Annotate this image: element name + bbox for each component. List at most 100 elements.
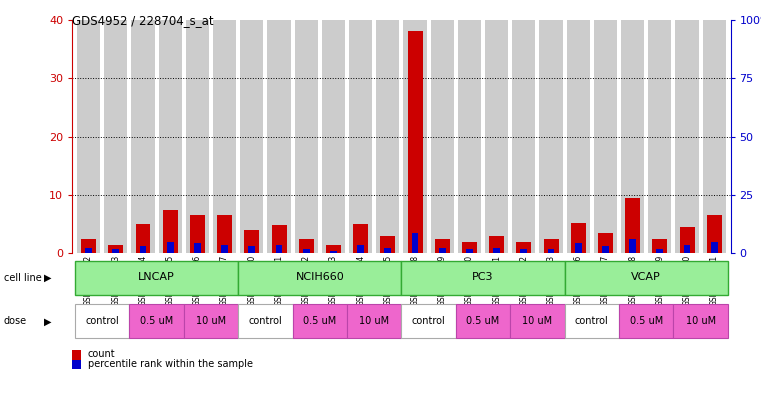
Bar <box>353 224 368 253</box>
Bar <box>517 242 531 253</box>
Bar <box>657 249 663 253</box>
Text: 0.5 uM: 0.5 uM <box>140 316 174 325</box>
Bar <box>676 20 699 253</box>
Bar <box>602 246 609 253</box>
Text: 10 uM: 10 uM <box>522 316 552 325</box>
Text: PC3: PC3 <box>473 272 494 282</box>
Bar <box>408 31 422 253</box>
Bar <box>81 239 96 253</box>
Text: LNCAP: LNCAP <box>139 272 175 282</box>
Bar <box>272 226 286 253</box>
Bar <box>680 227 695 253</box>
Bar <box>711 242 718 253</box>
Bar <box>439 248 446 253</box>
Bar <box>77 20 100 253</box>
Bar <box>598 233 613 253</box>
Bar <box>303 249 310 253</box>
Text: 10 uM: 10 uM <box>196 316 226 325</box>
Bar <box>431 20 454 253</box>
Bar <box>512 20 536 253</box>
Bar <box>184 305 238 338</box>
Bar <box>104 20 127 253</box>
Bar <box>402 305 456 338</box>
Bar <box>163 209 178 253</box>
Bar <box>548 249 555 253</box>
Bar <box>621 20 645 253</box>
Bar <box>540 20 562 253</box>
Bar <box>619 305 673 338</box>
Bar <box>458 20 481 253</box>
Bar <box>594 20 617 253</box>
Bar <box>575 243 581 253</box>
Bar <box>217 215 232 253</box>
Text: control: control <box>575 316 609 325</box>
Bar <box>132 20 154 253</box>
Bar <box>543 239 559 253</box>
Bar <box>267 20 291 253</box>
Text: control: control <box>249 316 282 325</box>
Bar <box>167 242 174 253</box>
Bar <box>158 20 182 253</box>
Text: percentile rank within the sample: percentile rank within the sample <box>88 359 253 369</box>
Bar <box>652 239 667 253</box>
Bar <box>571 223 586 253</box>
Bar <box>402 261 565 295</box>
Bar <box>322 20 345 253</box>
Bar <box>489 236 504 253</box>
Bar <box>673 305 728 338</box>
Text: NCIH660: NCIH660 <box>295 272 344 282</box>
Bar <box>707 215 721 253</box>
Bar <box>293 305 347 338</box>
Bar <box>186 20 209 253</box>
Bar <box>510 305 565 338</box>
Bar <box>683 245 690 253</box>
Bar <box>129 305 184 338</box>
Text: 10 uM: 10 uM <box>686 316 715 325</box>
Bar <box>244 230 260 253</box>
Bar <box>75 305 129 338</box>
Bar <box>625 198 640 253</box>
Bar <box>140 246 146 253</box>
Bar <box>648 20 671 253</box>
Bar <box>521 249 527 253</box>
Bar <box>108 245 123 253</box>
Text: ▶: ▶ <box>44 316 52 327</box>
Bar <box>248 246 255 253</box>
Text: ▶: ▶ <box>44 273 52 283</box>
Bar <box>240 20 263 253</box>
Bar <box>295 20 318 253</box>
Bar <box>194 243 201 253</box>
Bar <box>275 245 282 253</box>
Bar <box>462 242 477 253</box>
Bar <box>213 20 236 253</box>
Bar <box>221 245 228 253</box>
Bar <box>238 305 293 338</box>
Text: control: control <box>412 316 445 325</box>
Bar <box>702 20 726 253</box>
Bar <box>357 245 364 253</box>
Bar <box>326 245 341 253</box>
Bar <box>629 239 636 253</box>
Bar <box>190 215 205 253</box>
Bar <box>565 261 728 295</box>
Bar <box>238 261 401 295</box>
Bar <box>485 20 508 253</box>
Bar <box>456 305 510 338</box>
Text: 10 uM: 10 uM <box>359 316 390 325</box>
Text: count: count <box>88 349 115 360</box>
Text: GDS4952 / 228704_s_at: GDS4952 / 228704_s_at <box>72 14 214 27</box>
Bar <box>435 239 450 253</box>
Bar <box>567 20 590 253</box>
Bar <box>330 251 337 253</box>
Bar <box>565 305 619 338</box>
Bar <box>466 249 473 253</box>
Text: dose: dose <box>4 316 27 327</box>
Text: 0.5 uM: 0.5 uM <box>303 316 336 325</box>
Text: VCAP: VCAP <box>632 272 661 282</box>
Bar <box>380 236 395 253</box>
Text: control: control <box>85 316 119 325</box>
Bar <box>384 248 391 253</box>
Text: 0.5 uM: 0.5 uM <box>466 316 500 325</box>
Bar <box>75 261 238 295</box>
Bar <box>403 20 427 253</box>
